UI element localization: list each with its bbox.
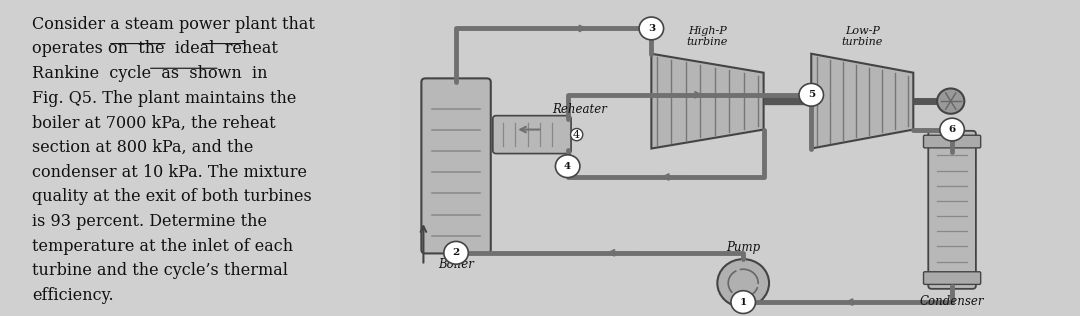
Text: Consider a steam power plant that: Consider a steam power plant that [32, 16, 315, 33]
FancyBboxPatch shape [929, 131, 976, 289]
Text: quality at the exit of both turbines: quality at the exit of both turbines [32, 188, 312, 205]
Circle shape [717, 259, 769, 307]
Text: temperature at the inlet of each: temperature at the inlet of each [32, 238, 293, 255]
Circle shape [937, 88, 964, 114]
Text: turbine and the cycle’s thermal: turbine and the cycle’s thermal [32, 262, 288, 279]
FancyBboxPatch shape [492, 116, 571, 154]
FancyBboxPatch shape [923, 272, 981, 284]
Circle shape [555, 155, 580, 178]
Text: 4: 4 [564, 162, 571, 171]
Text: Low-P
turbine: Low-P turbine [841, 26, 883, 47]
Text: Fig. Q5. The plant maintains the: Fig. Q5. The plant maintains the [32, 90, 296, 107]
Circle shape [799, 83, 823, 106]
Text: is 93 percent. Determine the: is 93 percent. Determine the [32, 213, 267, 230]
Text: operates on  the  ideal  reheat: operates on the ideal reheat [32, 40, 278, 58]
Text: Reheater: Reheater [552, 103, 607, 116]
Circle shape [444, 241, 469, 264]
Text: Rankine  cycle  as  shown  in: Rankine cycle as shown in [32, 65, 268, 82]
Polygon shape [811, 54, 914, 149]
Text: 5: 5 [808, 90, 814, 99]
FancyBboxPatch shape [421, 78, 490, 253]
Circle shape [731, 291, 755, 313]
Text: 2: 2 [453, 248, 460, 257]
Text: 4: 4 [573, 130, 580, 140]
Circle shape [940, 118, 964, 141]
Text: condenser at 10 kPa. The mixture: condenser at 10 kPa. The mixture [32, 164, 307, 181]
Text: Condenser: Condenser [920, 295, 984, 307]
Circle shape [639, 17, 663, 40]
Text: Boiler: Boiler [438, 258, 474, 271]
Text: Pump: Pump [726, 241, 760, 254]
Text: section at 800 kPa, and the: section at 800 kPa, and the [32, 139, 254, 156]
Text: High-P
turbine: High-P turbine [687, 26, 728, 47]
Text: 3: 3 [648, 24, 654, 33]
Text: efficiency.: efficiency. [32, 287, 113, 304]
Text: 1: 1 [740, 298, 747, 307]
FancyBboxPatch shape [923, 135, 981, 148]
Text: boiler at 7000 kPa, the reheat: boiler at 7000 kPa, the reheat [32, 114, 275, 131]
Polygon shape [651, 54, 764, 149]
Text: 6: 6 [948, 125, 956, 134]
